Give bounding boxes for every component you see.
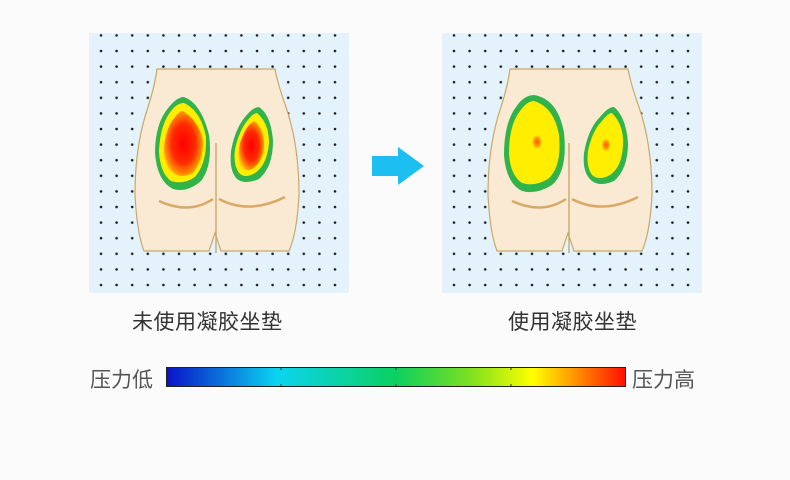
pressure-gradient bbox=[167, 368, 625, 386]
pressure-map-after bbox=[442, 33, 702, 293]
left-crease bbox=[158, 197, 214, 209]
right-arrow-icon bbox=[372, 147, 424, 185]
pressure-low-label: 压力低 bbox=[90, 368, 153, 392]
right-pressure-zone bbox=[583, 107, 628, 184]
caption-without-gel-cushion: 未使用凝胶坐垫 bbox=[132, 310, 283, 334]
pressure-high-label: 压力高 bbox=[632, 368, 695, 392]
pressure-map-before-graphic bbox=[89, 33, 349, 293]
pressure-map-after-graphic bbox=[442, 33, 702, 293]
right-pressure-zone bbox=[230, 107, 273, 182]
right-crease bbox=[571, 195, 639, 208]
left-pressure-zone bbox=[155, 97, 210, 190]
pressure-map-before bbox=[89, 33, 349, 293]
left-pressure-zone bbox=[504, 95, 565, 193]
right-crease bbox=[218, 195, 286, 208]
left-crease bbox=[511, 197, 567, 209]
caption-with-gel-cushion: 使用凝胶坐垫 bbox=[508, 310, 637, 334]
pressure-color-scale bbox=[166, 367, 626, 387]
